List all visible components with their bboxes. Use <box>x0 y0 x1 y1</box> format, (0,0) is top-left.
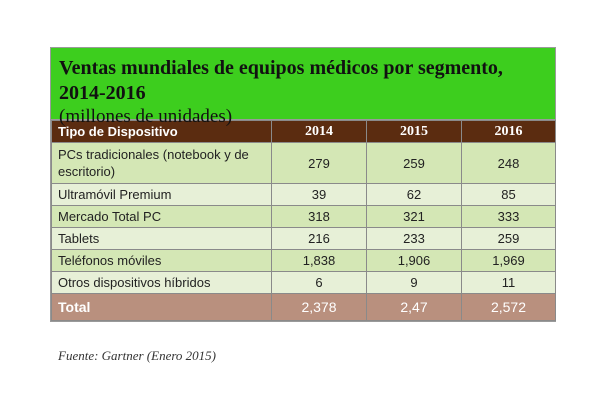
table-row: Ultramóvil Premium 39 62 85 <box>51 183 556 206</box>
column-header-2015: 2015 <box>366 120 462 143</box>
cell-value: 333 <box>461 205 556 228</box>
cell-value: 279 <box>271 142 367 184</box>
row-label: Ultramóvil Premium <box>51 183 272 206</box>
table-title: Ventas mundiales de equipos médicos por … <box>59 57 503 104</box>
cell-value: 233 <box>366 227 462 250</box>
total-value: 2,572 <box>461 293 556 321</box>
row-label: Mercado Total PC <box>51 205 272 228</box>
row-label: Teléfonos móviles <box>51 249 272 272</box>
table-row: Otros dispositivos híbridos 6 9 11 <box>51 271 556 294</box>
table-row: Tablets 216 233 259 <box>51 227 556 250</box>
column-header-2014: 2014 <box>271 120 367 143</box>
total-value: 2,378 <box>271 293 367 321</box>
cell-value: 259 <box>366 142 462 184</box>
source-note: Fuente: Gartner (Enero 2015) <box>58 348 217 363</box>
cell-value: 9 <box>366 271 462 294</box>
cell-value: 6 <box>271 271 367 294</box>
sales-table-card: Ventas mundiales de equipos médicos por … <box>50 47 556 322</box>
table-row: Mercado Total PC 318 321 333 <box>51 205 556 228</box>
cell-value: 1,906 <box>366 249 462 272</box>
row-label: PCs tradicionales (notebook y de escrito… <box>51 142 272 184</box>
total-label: Total <box>51 293 272 321</box>
cell-value: 318 <box>271 205 367 228</box>
column-header-2016: 2016 <box>461 120 556 143</box>
total-row: Total 2,378 2,47 2,572 <box>51 293 556 321</box>
row-label: Otros dispositivos híbridos <box>51 271 272 294</box>
cell-value: 11 <box>461 271 556 294</box>
table-header-banner: Ventas mundiales de equipos médicos por … <box>51 48 555 127</box>
cell-value: 39 <box>271 183 367 206</box>
sales-table: Tipo de Dispositivo 2014 2015 2016 PCs t… <box>51 120 556 321</box>
total-value: 2,47 <box>366 293 462 321</box>
table-row: PCs tradicionales (notebook y de escrito… <box>51 142 556 184</box>
cell-value: 321 <box>366 205 462 228</box>
cell-value: 85 <box>461 183 556 206</box>
cell-value: 259 <box>461 227 556 250</box>
cell-value: 62 <box>366 183 462 206</box>
table-row: Teléfonos móviles 1,838 1,906 1,969 <box>51 249 556 272</box>
column-header-row: Tipo de Dispositivo 2014 2015 2016 <box>51 120 556 143</box>
column-header-device: Tipo de Dispositivo <box>51 120 272 143</box>
cell-value: 248 <box>461 142 556 184</box>
cell-value: 1,969 <box>461 249 556 272</box>
cell-value: 1,838 <box>271 249 367 272</box>
row-label: Tablets <box>51 227 272 250</box>
cell-value: 216 <box>271 227 367 250</box>
table-subtitle: (millones de unidades) <box>59 106 233 127</box>
